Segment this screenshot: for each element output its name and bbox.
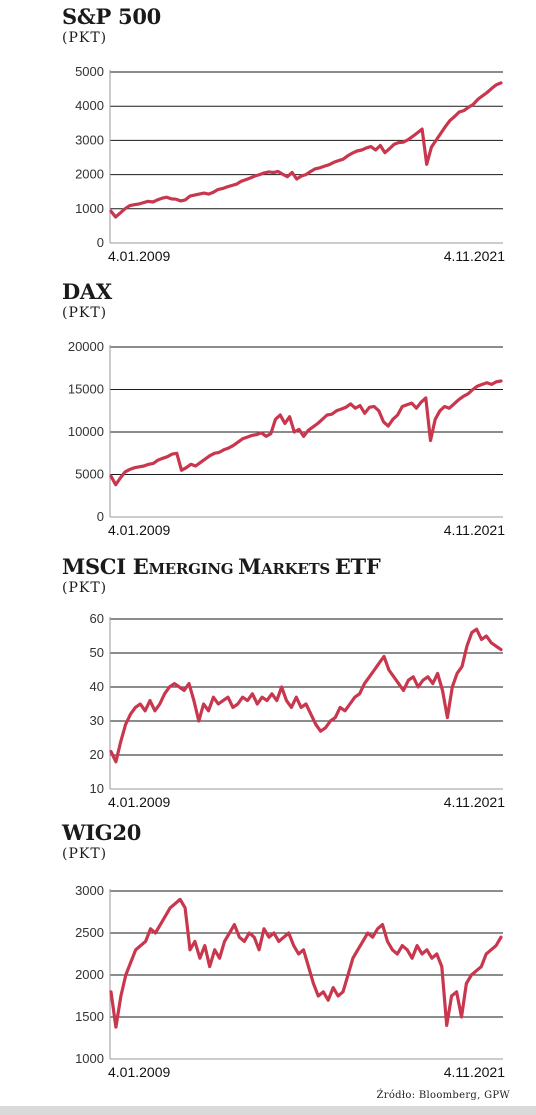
y-tick-label: 0 <box>97 509 104 524</box>
y-tick-label: 1500 <box>75 1009 104 1024</box>
x-end-label: 4.11.2021 <box>444 248 505 264</box>
line-chart: 10 20 30 40 50 60 4.01.2009 4.11.2021 <box>90 611 506 810</box>
y-tick-label: 1000 <box>75 201 104 216</box>
chart-title: S&P 500 <box>62 4 161 29</box>
x-end-label: 4.11.2021 <box>444 794 505 810</box>
y-tick-label: 20000 <box>68 339 104 354</box>
chart-unit: (PKT) <box>62 305 108 321</box>
y-tick-label: 15000 <box>68 382 104 397</box>
x-start-label: 4.01.2009 <box>108 522 170 538</box>
chart-title: DAX <box>62 279 112 304</box>
line-chart: 1000 1500 2000 2500 3000 4.01.2009 4.11.2021 <box>75 883 505 1080</box>
chart-title: MSCI EMERGING MARKETS ETF <box>62 554 381 579</box>
y-tick-label: 3000 <box>75 132 104 147</box>
y-tick-label: 0 <box>97 235 104 250</box>
source-note: Źródło: Bloomberg, GPW <box>376 1090 510 1101</box>
y-tick-label: 10 <box>90 781 104 796</box>
y-tick-label: 60 <box>90 611 104 626</box>
x-start-label: 4.01.2009 <box>108 248 170 264</box>
x-start-label: 4.01.2009 <box>108 794 170 810</box>
y-tick-label: 20 <box>90 747 104 762</box>
line-chart: 0 5000 10000 15000 20000 4.01.2009 4.11.2021 <box>68 339 505 538</box>
chart-unit: (PKT) <box>62 580 108 596</box>
y-tick-label: 3000 <box>75 883 104 898</box>
chart-title: WIG20 <box>62 820 142 845</box>
y-tick-label: 5000 <box>75 467 104 482</box>
series-line <box>109 897 503 1029</box>
x-start-label: 4.01.2009 <box>108 1064 170 1080</box>
y-tick-label: 4000 <box>75 98 104 113</box>
chart-unit: (PKT) <box>62 30 108 46</box>
line-chart: 0 1000 2000 3000 4000 5000 4.01.2009 4.11.2021 <box>75 64 505 264</box>
y-tick-label: 50 <box>90 645 104 660</box>
x-end-label: 4.11.2021 <box>444 522 505 538</box>
chart-unit: (PKT) <box>62 846 108 862</box>
y-tick-label: 10000 <box>68 424 104 439</box>
y-tick-label: 30 <box>90 713 104 728</box>
x-end-label: 4.11.2021 <box>444 1064 505 1080</box>
y-tick-label: 40 <box>90 679 104 694</box>
y-tick-label: 1000 <box>75 1051 104 1066</box>
bottom-bar <box>0 1106 536 1115</box>
y-tick-label: 2500 <box>75 925 104 940</box>
y-tick-label: 2000 <box>75 967 104 982</box>
y-tick-label: 2000 <box>75 167 104 182</box>
series-line <box>109 81 503 219</box>
y-tick-label: 5000 <box>75 64 104 79</box>
series-line <box>109 627 503 764</box>
series-line <box>109 379 503 487</box>
